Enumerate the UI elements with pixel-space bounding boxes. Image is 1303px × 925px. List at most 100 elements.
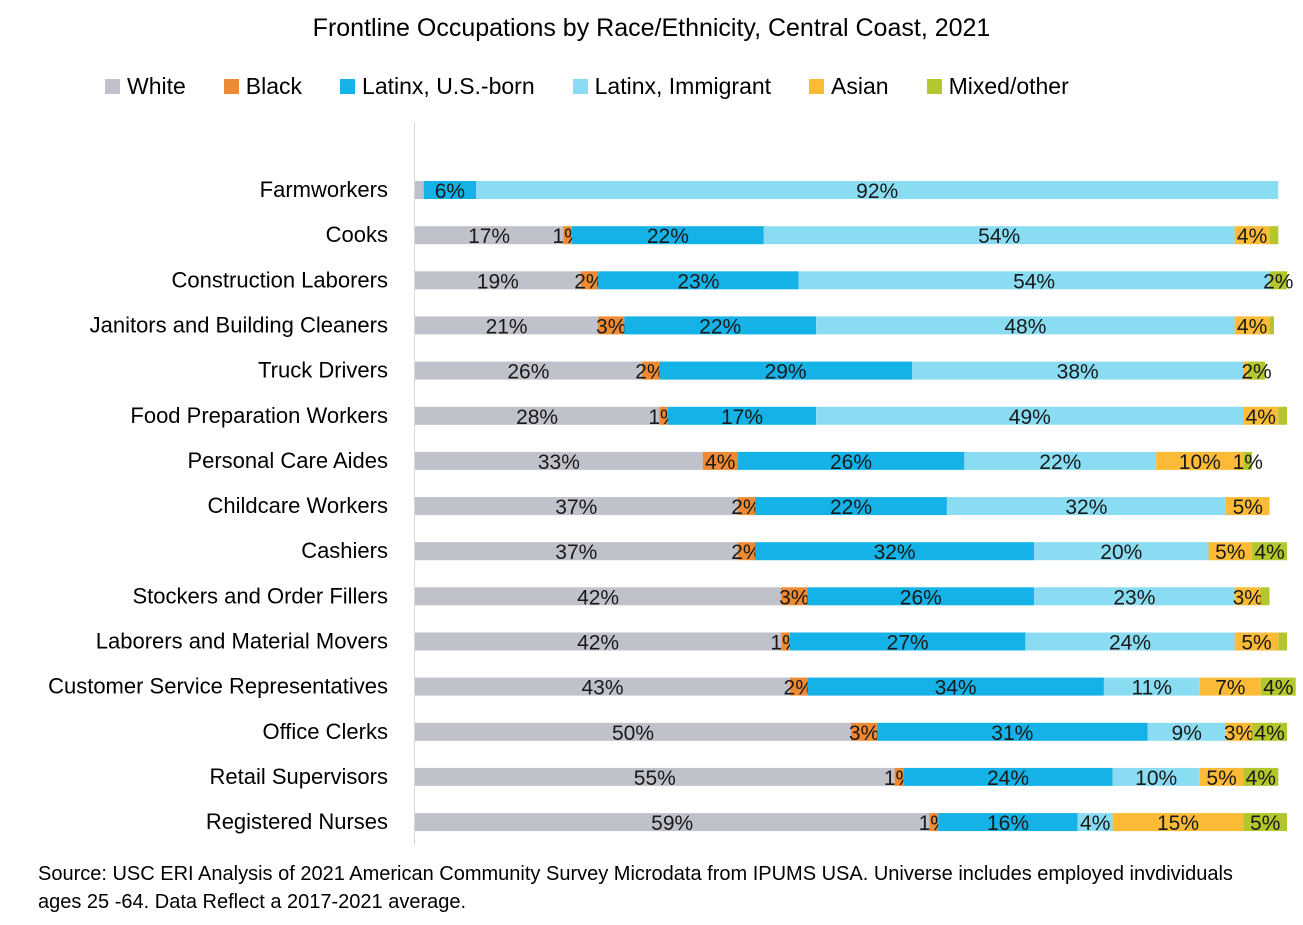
legend-item-mixed-other: Mixed/other	[926, 72, 1069, 100]
bar-farmworkers-white	[415, 181, 424, 199]
legend-swatch-white	[105, 78, 120, 94]
data-label-personal-care-aides-white: 33%	[538, 451, 580, 474]
bar-cooks-mixed-other	[1269, 226, 1279, 245]
data-label-construction-laborers-black: 2%	[574, 270, 604, 293]
data-label-truck-drivers-black: 2%	[635, 361, 665, 384]
data-label-construction-laborers-latinx-u-s-born: 23%	[677, 270, 719, 293]
bar-personal-care-aides-asian	[1156, 451, 1244, 470]
bar-retail-supervisors-latinx-immigrant	[1112, 767, 1200, 786]
bar-cashiers-latinx-immigrant	[1034, 542, 1209, 561]
data-label-cooks-white: 17%	[468, 225, 510, 248]
category-label-childcare-workers: Childcare Workers	[207, 493, 388, 518]
bar-stockers-and-order-fillers-latinx-immigrant	[1034, 587, 1235, 606]
data-label-retail-supervisors-white: 55%	[634, 767, 676, 790]
bar-janitors-and-building-cleaners-asian	[1234, 316, 1270, 335]
bar-registered-nurses-latinx-immigrant	[1077, 813, 1113, 832]
bar-office-clerks-white	[415, 722, 851, 741]
data-label-childcare-workers-asian: 5%	[1233, 496, 1263, 519]
bar-customer-service-representatives-black	[790, 677, 808, 696]
data-label-truck-drivers-white: 26%	[507, 361, 549, 384]
legend-item-latinx-u-s-born: Latinx, U.S.-born	[340, 73, 535, 100]
bar-registered-nurses-asian	[1112, 813, 1244, 832]
category-label-food-preparation-workers: Food Preparation Workers	[130, 403, 388, 428]
data-label-childcare-workers-white: 37%	[555, 496, 597, 519]
data-label-cashiers-asian: 5%	[1215, 541, 1245, 564]
data-label-personal-care-aides-latinx-immigrant: 22%	[1039, 451, 1081, 474]
bar-food-preparation-workers-mixed-other	[1278, 406, 1287, 425]
data-label-janitors-and-building-cleaners-latinx-u-s-born: 22%	[699, 315, 741, 338]
data-label-janitors-and-building-cleaners-latinx-immigrant: 48%	[1004, 315, 1046, 338]
bar-janitors-and-building-cleaners-white	[415, 316, 599, 335]
data-label-janitors-and-building-cleaners-black: 3%	[596, 315, 626, 338]
bar-laborers-and-material-movers-asian	[1234, 632, 1279, 651]
bar-construction-laborers-mixed-other	[1269, 271, 1287, 290]
data-label-food-preparation-workers-white: 28%	[516, 406, 558, 429]
bar-janitors-and-building-cleaners-black	[598, 316, 625, 335]
data-label-stockers-and-order-fillers-black: 3%	[779, 586, 809, 609]
bar-childcare-workers-latinx-u-s-born	[755, 497, 947, 516]
category-label-registered-nurses: Registered Nurses	[206, 809, 388, 834]
bar-food-preparation-workers-latinx-immigrant	[816, 406, 1244, 425]
bar-laborers-and-material-movers-black	[781, 632, 790, 651]
data-label-office-clerks-asian: 3%	[1224, 722, 1254, 745]
data-label-registered-nurses-latinx-immigrant: 4%	[1080, 812, 1110, 835]
data-label-customer-service-representatives-latinx-u-s-born: 34%	[935, 677, 977, 700]
bar-food-preparation-workers-black	[659, 406, 668, 425]
bar-registered-nurses-white	[415, 813, 930, 832]
bar-truck-drivers-latinx-u-s-born	[659, 361, 913, 380]
bar-retail-supervisors-latinx-u-s-born	[903, 767, 1113, 786]
data-label-stockers-and-order-fillers-latinx-immigrant: 23%	[1113, 586, 1155, 609]
bar-cashiers-latinx-u-s-born	[755, 542, 1035, 561]
legend-label-latinx-immigrant: Latinx, Immigrant	[594, 72, 772, 99]
chart-legend: White Black Latinx, U.S.-born Latinx, Immig…	[105, 70, 1069, 102]
data-label-registered-nurses-asian: 15%	[1157, 812, 1199, 835]
data-label-office-clerks-latinx-u-s-born: 31%	[991, 722, 1033, 745]
bar-construction-laborers-latinx-u-s-born	[598, 271, 799, 290]
bar-cashiers-white	[415, 542, 738, 561]
data-label-cashiers-mixed-other: 4%	[1254, 541, 1284, 564]
bar-food-preparation-workers-latinx-u-s-born	[667, 406, 817, 425]
legend-label-mixed-other: Mixed/other	[948, 72, 1069, 99]
data-label-personal-care-aides-black: 4%	[705, 451, 735, 474]
bar-truck-drivers-latinx-immigrant	[912, 361, 1244, 380]
legend-label-latinx-u-s-born: Latinx, U.S.-born	[362, 72, 535, 99]
category-label-personal-care-aides: Personal Care Aides	[187, 448, 388, 473]
bar-stockers-and-order-fillers-asian	[1234, 587, 1261, 606]
bar-cooks-latinx-immigrant	[763, 226, 1235, 245]
data-label-laborers-and-material-movers-latinx-u-s-born: 27%	[887, 632, 929, 655]
category-label-customer-service-representatives: Customer Service Representatives	[48, 674, 388, 699]
bar-customer-service-representatives-latinx-immigrant	[1103, 677, 1200, 696]
bar-office-clerks-asian	[1226, 722, 1253, 741]
bar-personal-care-aides-mixed-other	[1243, 451, 1253, 470]
legend-swatch-mixed-other	[926, 78, 942, 94]
bar-cooks-latinx-u-s-born	[572, 226, 764, 245]
data-label-personal-care-aides-asian: 10%	[1179, 451, 1221, 474]
data-label-customer-service-representatives-white: 43%	[581, 677, 623, 700]
data-label-janitors-and-building-cleaners-white: 21%	[486, 315, 528, 338]
legend-swatch-black	[223, 78, 239, 94]
data-label-stockers-and-order-fillers-white: 42%	[577, 586, 619, 609]
data-label-truck-drivers-latinx-u-s-born: 29%	[765, 361, 807, 384]
legend-label-asian: Asian	[831, 72, 889, 99]
bar-farmworkers-latinx-immigrant	[476, 181, 1279, 199]
data-label-customer-service-representatives-asian: 7%	[1215, 677, 1245, 700]
bar-truck-drivers-white	[415, 361, 642, 380]
bar-stockers-and-order-fillers-black	[781, 587, 808, 606]
legend-swatch-latinx-u-s-born	[340, 78, 356, 94]
legend-swatch-latinx-immigrant	[572, 78, 588, 94]
bar-customer-service-representatives-mixed-other	[1260, 677, 1296, 696]
category-label-office-clerks: Office Clerks	[262, 719, 388, 744]
bar-office-clerks-latinx-immigrant	[1147, 722, 1226, 741]
category-label-stockers-and-order-fillers: Stockers and Order Fillers	[132, 583, 388, 608]
category-label-cooks: Cooks	[326, 222, 388, 247]
data-label-truck-drivers-latinx-immigrant: 38%	[1057, 361, 1099, 384]
data-label-customer-service-representatives-mixed-other: 4%	[1263, 677, 1293, 700]
category-label-cashiers: Cashiers	[301, 538, 388, 563]
bar-retail-supervisors-asian	[1199, 767, 1244, 786]
bar-cooks-white	[415, 226, 564, 245]
bar-construction-laborers-black	[580, 271, 599, 290]
legend-item-white: White	[105, 73, 186, 100]
data-label-registered-nurses-latinx-u-s-born: 16%	[987, 812, 1029, 835]
data-label-cooks-latinx-u-s-born: 22%	[647, 225, 689, 248]
